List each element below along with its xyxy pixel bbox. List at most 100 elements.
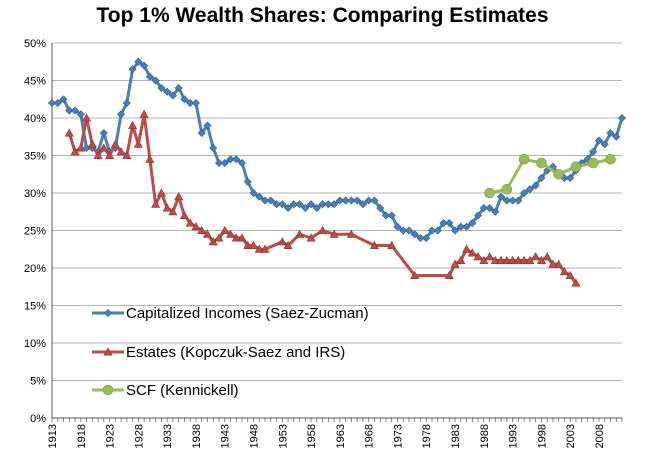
y-tick-label: 50% — [24, 38, 46, 50]
data-point — [520, 188, 529, 198]
data-point — [444, 270, 454, 279]
data-point — [565, 270, 575, 279]
data-point — [168, 91, 177, 100]
chart-title: Top 1% Wealth Shares: Comparing Estimate… — [96, 4, 549, 27]
x-tick-label: 1973 — [392, 424, 404, 448]
data-point — [76, 110, 85, 119]
data-point — [220, 225, 230, 234]
legend-label: Capitalized Incomes (Saez-Zucman) — [126, 305, 369, 322]
y-tick-label: 20% — [24, 263, 46, 275]
data-point — [536, 157, 547, 169]
data-point — [249, 240, 259, 249]
y-tick-label: 10% — [24, 338, 46, 350]
data-point — [542, 252, 552, 261]
x-tick-label: 1963 — [335, 424, 347, 448]
data-point — [456, 255, 466, 264]
data-point — [289, 200, 298, 209]
series-3 — [484, 153, 616, 199]
data-point — [214, 158, 223, 168]
data-point — [139, 109, 149, 118]
data-point — [157, 83, 166, 93]
y-tick-label: 5% — [30, 376, 46, 388]
data-point — [594, 136, 603, 145]
data-point — [600, 140, 609, 149]
data-point — [243, 240, 253, 249]
data-point — [151, 199, 161, 208]
data-point — [174, 83, 183, 93]
data-point — [513, 255, 523, 264]
data-point — [329, 229, 339, 238]
x-tick-label: 1983 — [450, 424, 462, 448]
series-layer — [47, 57, 627, 287]
data-point — [255, 192, 264, 201]
data-point — [422, 233, 431, 243]
data-point — [237, 158, 247, 168]
series-2 — [64, 109, 581, 287]
data-point — [387, 240, 397, 249]
data-point — [508, 196, 517, 205]
legend-marker — [103, 308, 113, 318]
data-point — [277, 237, 287, 246]
data-point — [497, 192, 506, 201]
data-point — [370, 196, 379, 205]
data-point — [490, 255, 500, 264]
data-point — [128, 120, 138, 129]
data-point — [605, 153, 616, 165]
data-point — [462, 244, 472, 253]
data-point — [232, 155, 241, 164]
data-point — [531, 181, 540, 190]
data-point — [226, 155, 235, 164]
data-point — [168, 207, 178, 216]
data-point — [110, 139, 120, 148]
data-point — [318, 225, 328, 234]
data-point — [243, 177, 252, 186]
data-point — [393, 222, 402, 231]
x-tick-label: 1958 — [306, 424, 318, 448]
data-point — [612, 132, 621, 141]
data-point — [467, 248, 477, 257]
data-point — [231, 233, 241, 242]
data-point — [399, 226, 408, 235]
x-tick-label: 1993 — [508, 424, 520, 448]
x-tick-label: 1938 — [191, 424, 203, 448]
data-point — [179, 210, 189, 219]
data-point — [485, 252, 495, 261]
y-tick-label: 30% — [24, 188, 46, 200]
data-point — [203, 121, 212, 130]
data-point — [162, 203, 172, 212]
data-point — [537, 173, 546, 183]
legend-item: Capitalized Incomes (Saez-Zucman) — [92, 305, 369, 322]
data-point — [462, 222, 471, 231]
y-tick-label: 0% — [30, 413, 46, 425]
data-point — [82, 113, 92, 122]
data-point — [358, 200, 367, 209]
data-point — [254, 244, 264, 253]
data-point — [278, 200, 287, 209]
data-point — [589, 147, 598, 156]
data-point — [410, 270, 420, 279]
data-point — [122, 150, 132, 159]
data-point — [468, 218, 477, 228]
y-axis-tick-labels: 0% 5% 10% 15% 20% 25% 30% 35% 40% 45% 50% — [24, 38, 46, 425]
data-point — [116, 147, 126, 156]
data-point — [369, 240, 379, 249]
data-point — [479, 203, 488, 213]
data-point — [191, 98, 200, 108]
x-tick-label: 1928 — [133, 424, 145, 448]
data-point — [559, 267, 569, 276]
data-point — [606, 128, 615, 138]
data-point — [185, 218, 195, 227]
data-point — [145, 154, 155, 163]
data-point — [484, 187, 495, 199]
data-point — [197, 128, 206, 138]
y-tick-label: 25% — [24, 226, 46, 238]
x-tick-label: 2008 — [594, 424, 606, 448]
data-point — [312, 203, 321, 213]
data-point — [145, 72, 154, 81]
data-point — [260, 244, 270, 253]
data-point — [531, 252, 541, 261]
data-point — [134, 57, 143, 66]
data-point — [324, 200, 333, 209]
data-point — [295, 200, 304, 209]
